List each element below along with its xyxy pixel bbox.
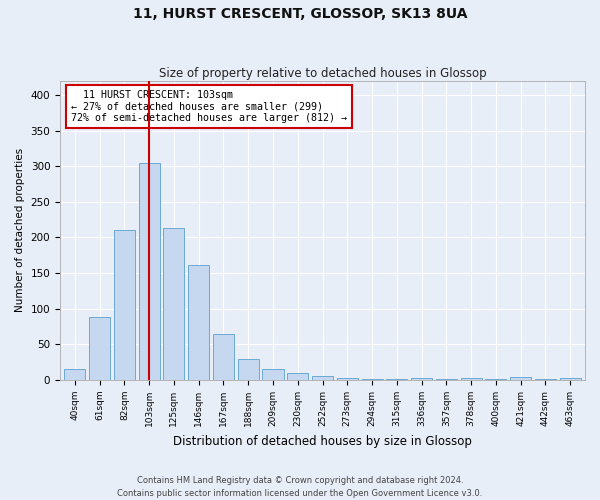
Text: 11, HURST CRESCENT, GLOSSOP, SK13 8UA: 11, HURST CRESCENT, GLOSSOP, SK13 8UA (133, 8, 467, 22)
Bar (461, 378, 482, 380)
Bar (312, 376, 333, 380)
Bar (114, 230, 135, 380)
Bar (188, 266, 209, 380)
Bar (337, 378, 358, 380)
Bar (287, 373, 308, 380)
Title: Size of property relative to detached houses in Glossop: Size of property relative to detached ho… (159, 66, 487, 80)
Bar (213, 334, 234, 380)
Text: 11 HURST CRESCENT: 103sqm
← 27% of detached houses are smaller (299)
72% of semi: 11 HURST CRESCENT: 103sqm ← 27% of detac… (71, 90, 347, 123)
Y-axis label: Number of detached properties: Number of detached properties (15, 148, 25, 312)
Bar (560, 378, 581, 380)
Bar (64, 370, 85, 380)
Bar (163, 228, 184, 380)
Bar (238, 358, 259, 380)
X-axis label: Distribution of detached houses by size in Glossop: Distribution of detached houses by size … (173, 434, 472, 448)
Text: Contains HM Land Registry data © Crown copyright and database right 2024.
Contai: Contains HM Land Registry data © Crown c… (118, 476, 482, 498)
Bar (139, 162, 160, 380)
Bar (362, 378, 383, 380)
Bar (89, 318, 110, 380)
Bar (510, 376, 531, 380)
Bar (411, 378, 432, 380)
Bar (262, 368, 284, 380)
